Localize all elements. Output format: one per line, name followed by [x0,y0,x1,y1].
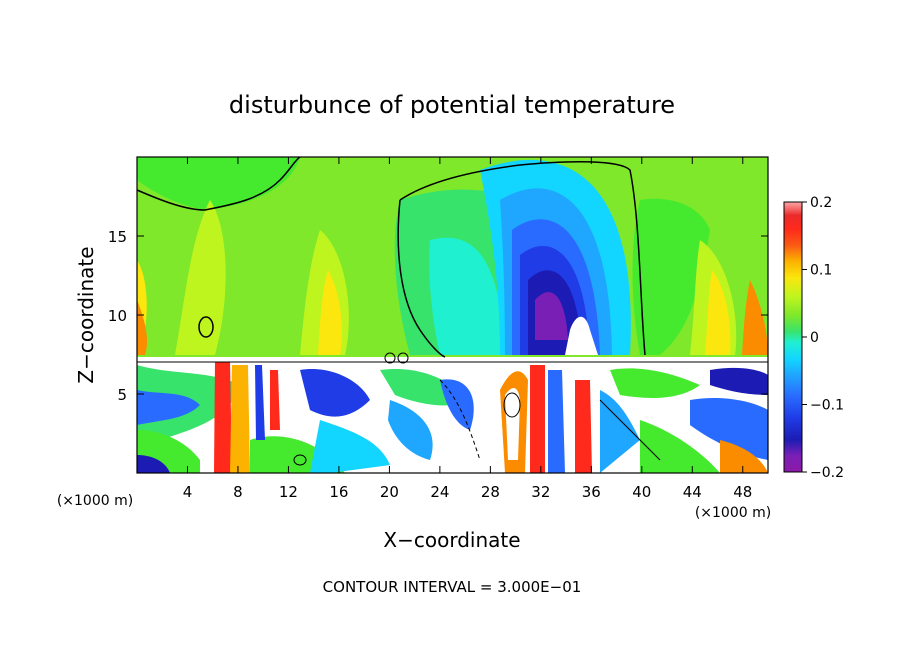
chart-title: disturbunce of potential temperature [229,91,675,119]
x-axis-ticks: 4 8 12 16 20 24 28 32 36 40 44 48 [183,157,752,501]
x-tick-label: 36 [582,483,601,501]
x-tick-label: 4 [183,483,193,501]
colorbar-tick-label: 0.1 [810,263,832,279]
x-tick-label: 12 [279,483,298,501]
colorbar-tick-label: 0.2 [810,195,832,211]
x-tick-label: 16 [329,483,348,501]
contour-interval-note: CONTOUR INTERVAL = 3.000E−01 [323,578,582,596]
colorbar-tick-label: −0.2 [810,465,844,481]
x-tick-label: 8 [233,483,243,501]
y-tick-label: 15 [108,228,127,246]
y-axis-title: Z−coordinate [74,246,98,383]
colorbar-tick-label: −0.1 [810,398,844,414]
y-unit-label: (×1000 m) [57,493,133,509]
colorbar-tick-label: 0 [810,330,819,346]
x-tick-label: 28 [481,483,500,501]
x-tick-label: 40 [632,483,651,501]
x-tick-label: 48 [733,483,752,501]
x-tick-label: 32 [531,483,550,501]
colorbar-ticks: 0.2 0.1 0 −0.1 −0.2 [802,195,844,481]
x-axis-title: X−coordinate [383,528,520,552]
y-axis-ticks: 5 10 15 [108,228,768,404]
y-tick-label: 5 [117,386,127,404]
y-tick-label: 10 [108,307,127,325]
x-tick-label: 44 [683,483,702,501]
x-tick-label: 20 [380,483,399,501]
x-unit-label: (×1000 m) [695,505,771,521]
heatmap-field [137,157,768,473]
colorbar [783,201,803,473]
x-tick-label: 24 [430,483,449,501]
